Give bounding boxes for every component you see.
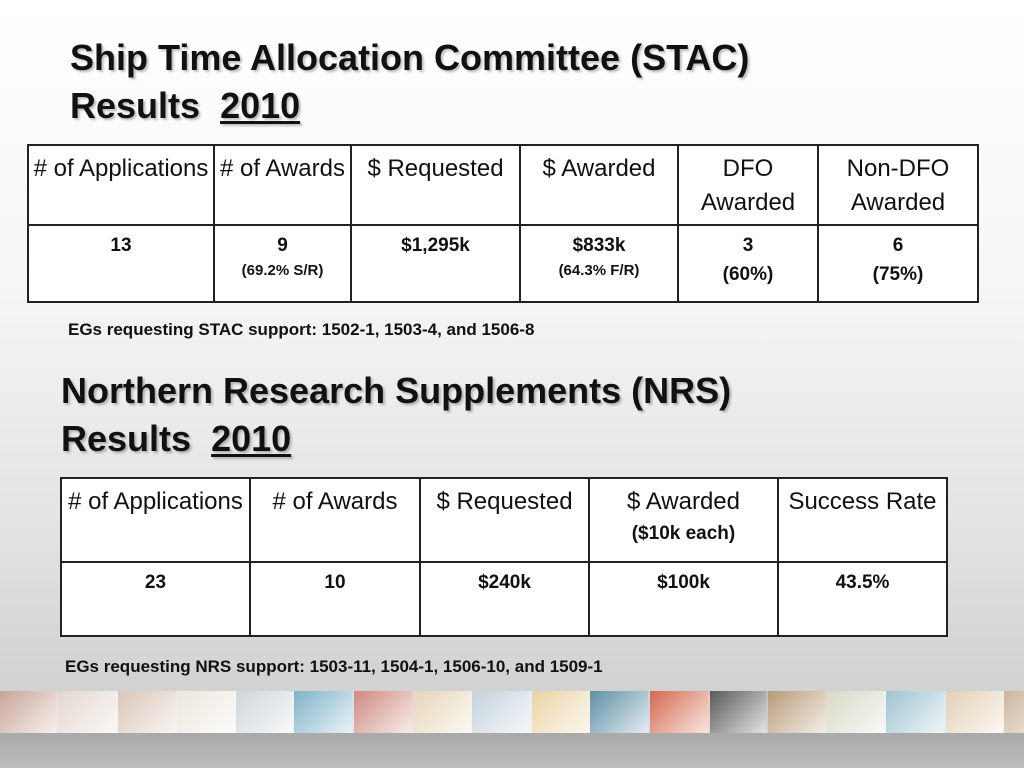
nrs-title-line1: Northern Research Supplements (NRS)	[61, 370, 732, 411]
strip-image-tile	[294, 691, 354, 733]
strip-image-tile	[650, 691, 710, 733]
strip-image-tile	[354, 691, 414, 733]
header-applications: # of Applications	[60, 477, 251, 563]
cell-requested: $1,295k	[350, 224, 521, 303]
header-awarded-note: ($10k each)	[631, 523, 736, 544]
stac-note: EGs requesting STAC support: 1502-1, 150…	[68, 320, 535, 339]
stac-results-table: # of Applications # of Awards $ Requeste…	[27, 144, 979, 303]
header-awards: # of Awards	[249, 477, 421, 563]
cell-awarded: $833k (64.3% F/R)	[519, 224, 679, 303]
stac-title-line1: Ship Time Allocation Committee (STAC)	[70, 37, 750, 78]
awarded-value: $833k	[572, 235, 626, 256]
nrs-note: EGs requesting NRS support: 1503-11, 150…	[65, 657, 603, 676]
header-success-rate: Success Rate	[777, 477, 948, 563]
cell-non-dfo-awarded: 6 (75%)	[817, 224, 979, 303]
header-dfo-awarded: DFO Awarded	[677, 144, 819, 226]
awards-value: 9	[277, 235, 288, 256]
strip-image-tile	[0, 691, 58, 733]
non-dfo-awarded-value: 6	[892, 235, 904, 256]
footer-band	[0, 733, 1024, 768]
nrs-title-year: 2010	[211, 418, 292, 459]
stac-title: Ship Time Allocation Committee (STAC) Re…	[70, 34, 970, 130]
requested-value: $1,295k	[401, 235, 470, 256]
awards-note: (69.2% S/R)	[241, 262, 324, 279]
table-row: 23 10 $240k $100k 43.5%	[60, 561, 948, 637]
strip-image-tile	[414, 691, 472, 733]
header-awarded: $ Awarded	[519, 144, 679, 226]
strip-image-tile	[532, 691, 590, 733]
strip-image-tile	[1004, 691, 1024, 733]
header-requested: $ Requested	[419, 477, 590, 563]
cell-success-rate: 43.5%	[777, 561, 948, 637]
table-header-row: # of Applications # of Awards $ Requeste…	[27, 144, 979, 226]
table-header-row: # of Applications # of Awards $ Requeste…	[60, 477, 948, 563]
cell-applications: 13	[27, 224, 215, 303]
strip-image-tile	[472, 691, 532, 733]
stac-title-line2: Results	[70, 85, 201, 126]
cell-requested: $240k	[419, 561, 590, 637]
strip-image-tile	[58, 691, 118, 733]
nrs-title: Northern Research Supplements (NRS) Resu…	[61, 367, 961, 463]
strip-image-tile	[236, 691, 294, 733]
decorative-image-strip	[0, 691, 1024, 733]
non-dfo-awarded-note: (75%)	[872, 264, 924, 285]
strip-image-tile	[178, 691, 236, 733]
cell-awards: 9 (69.2% S/R)	[213, 224, 352, 303]
strip-image-tile	[886, 691, 946, 733]
cell-awards: 10	[249, 561, 421, 637]
cell-awarded: $100k	[588, 561, 779, 637]
strip-image-tile	[828, 691, 886, 733]
applications-value: 13	[110, 235, 132, 256]
awarded-note: (64.3% F/R)	[558, 262, 640, 279]
header-awards: # of Awards	[213, 144, 352, 226]
header-non-dfo-awarded: Non-DFO Awarded	[817, 144, 979, 226]
header-awarded-label: $ Awarded	[627, 488, 740, 515]
nrs-title-line2: Results	[61, 418, 192, 459]
header-awarded: $ Awarded ($10k each)	[588, 477, 779, 563]
table-row: 13 9 (69.2% S/R) $1,295k $833k (64.3% F/…	[27, 224, 979, 303]
strip-image-tile	[768, 691, 828, 733]
dfo-awarded-value: 3	[742, 235, 754, 256]
strip-image-tile	[710, 691, 768, 733]
header-applications: # of Applications	[27, 144, 215, 226]
strip-image-tile	[118, 691, 178, 733]
strip-image-tile	[590, 691, 650, 733]
stac-title-year: 2010	[220, 85, 301, 126]
header-requested: $ Requested	[350, 144, 521, 226]
strip-image-tile	[946, 691, 1004, 733]
nrs-results-table: # of Applications # of Awards $ Requeste…	[60, 477, 948, 637]
cell-applications: 23	[60, 561, 251, 637]
cell-dfo-awarded: 3 (60%)	[677, 224, 819, 303]
dfo-awarded-note: (60%)	[722, 264, 774, 285]
